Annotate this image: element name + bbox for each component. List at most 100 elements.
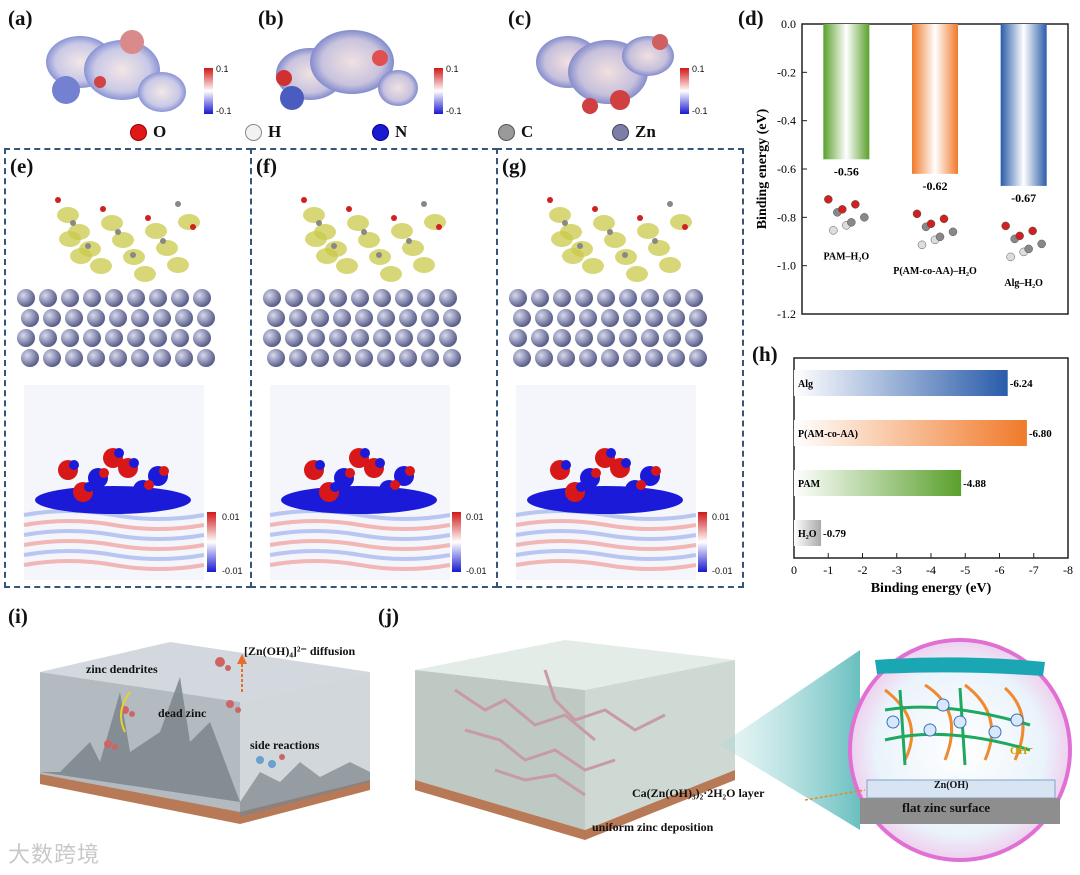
j-gel-side <box>585 660 735 830</box>
chart-h-xlabel: Binding energy (eV) <box>871 581 992 596</box>
watermark: 大数跨境 <box>8 843 101 868</box>
j-water-molecules <box>886 698 1024 739</box>
j-gel-front <box>415 670 585 830</box>
legend-carbon-label: C <box>521 122 534 141</box>
i-zinc-base <box>40 774 370 824</box>
chart-d-bar-1 <box>912 24 958 174</box>
i-dendrites <box>40 677 240 802</box>
legend-hydrogen: H <box>245 122 281 142</box>
i-label-diffusion: [Zn(OH)₄]²⁻ diffusion <box>244 644 355 659</box>
esp-colorbar-a-min: -0.1 <box>216 106 232 116</box>
esp-molecule-b <box>270 18 420 113</box>
chart-d-molecule-icon-0 <box>824 195 869 235</box>
chart-h-value-label-1: -6.80 <box>1029 428 1052 440</box>
cdd-colorbar-e-min: -0.01 <box>222 566 243 576</box>
chart-d-bar-0 <box>823 24 870 160</box>
chart-h-bar-1 <box>794 420 1027 446</box>
zn-slab-layer <box>17 197 707 580</box>
esp-colorbar-a <box>204 68 213 114</box>
i-label-dendrites: zinc dendrites <box>86 662 158 676</box>
j-label-uniform: uniform zinc deposition <box>592 820 714 834</box>
esp-molecule-c <box>530 20 680 115</box>
panel-label-j: (j) <box>378 604 399 628</box>
i-arrow-head-icon <box>237 654 247 664</box>
zn-slab-f <box>263 289 461 367</box>
hydrogen-dot-icon <box>245 123 262 141</box>
j-label-oh: OH⁻ <box>1010 745 1033 757</box>
panel-label-h: (h) <box>752 342 778 366</box>
legend-oxygen-label: O <box>153 122 167 141</box>
i-label-side-reactions: side reactions <box>250 738 320 752</box>
chart-h-bar-2 <box>794 470 962 496</box>
esp-colorbar-b <box>434 68 443 114</box>
charge-density-map-g <box>515 385 697 580</box>
legend-oxygen: O <box>130 122 166 142</box>
charge-density-map-f <box>269 385 451 580</box>
oxygen-dot-icon <box>130 123 147 141</box>
chart-d-value-label-0: -0.56 <box>834 164 859 178</box>
chart-h-xtick-label: -7 <box>1029 563 1039 577</box>
chart-d-ytick-label: -0.8 <box>777 210 796 224</box>
chart-h: 0 -1 -2 -3 -4 -5 -6 -7 -8 Binding energy (eV) Alg -… <box>791 357 1073 596</box>
chart-h-xtick-label: -3 <box>892 563 902 577</box>
i-box-top <box>40 642 370 702</box>
chart-d-ytick-label: -1.0 <box>777 259 796 273</box>
cdd-colorbar-e <box>207 512 216 572</box>
nitrogen-dot-icon <box>372 123 389 141</box>
j-beam <box>720 650 860 830</box>
panel-label-c: (c) <box>508 6 532 30</box>
cdd-colorbar-f <box>452 512 461 572</box>
zn-slab-g <box>509 289 707 367</box>
chart-h-xtick-label: 0 <box>791 563 797 577</box>
chart-h-value-label-3: -0.79 <box>823 528 846 540</box>
chart-d-ytick-label: -1.2 <box>777 307 796 321</box>
esp-colorbar-b-min: -0.1 <box>446 106 462 116</box>
i-rough-surface <box>240 762 370 817</box>
esp-colorbar-c-max: 0.1 <box>692 64 705 74</box>
adsorbed-molecule-e <box>55 197 200 282</box>
legend-hydrogen-label: H <box>268 122 282 141</box>
zn-slab-e <box>17 289 215 367</box>
chart-d-bar-2 <box>1000 24 1047 186</box>
chart-d-ytick-label: -0.4 <box>777 114 796 128</box>
i-particles <box>104 657 285 768</box>
chart-h-value-label-2: -4.88 <box>963 478 986 490</box>
chart-d: 0.0 -0.2 -0.4 -0.6 -0.8 -1.0 -1.2 Binding energ… <box>755 17 1069 321</box>
panel-i-schematic <box>40 642 370 824</box>
zinc-dot-icon <box>612 123 629 141</box>
chart-h-xtick-label: -8 <box>1063 563 1073 577</box>
panel-label-b: (b) <box>258 6 284 30</box>
i-curve-arrow <box>120 691 131 733</box>
chart-h-category-label-0: Alg <box>798 379 813 390</box>
chart-d-ytick-label: -0.2 <box>777 65 796 79</box>
chart-h-xtick-label: -1 <box>823 563 833 577</box>
chart-d-ylabel: Binding energy (eV) <box>755 108 770 229</box>
j-dashed-pointer <box>804 789 866 801</box>
chart-d-ytick-label: 0.0 <box>781 17 796 31</box>
j-polymer-chains <box>454 669 666 797</box>
legend-nitrogen: N <box>372 122 407 142</box>
chart-h-xtick-label: -6 <box>995 563 1005 577</box>
chart-d-molecule-icon-1 <box>912 209 958 250</box>
chart-d-value-label-2: -0.67 <box>1011 191 1036 205</box>
j-gel-top <box>415 640 735 690</box>
chart-h-category-label-2: PAM <box>798 479 821 490</box>
j-label-flat: flat zinc surface <box>902 800 991 815</box>
j-top-plate <box>875 657 1045 676</box>
j-label-znoh: Zn(OH) <box>934 780 969 791</box>
cdd-colorbar-e-max: 0.01 <box>222 512 240 522</box>
panel-label-g: (g) <box>502 154 527 178</box>
chart-h-xtick-label: -2 <box>858 563 868 577</box>
esp-colorbar-c <box>680 68 689 114</box>
legend-zinc: Zn <box>612 122 656 142</box>
panel-label-a: (a) <box>8 6 33 30</box>
chart-h-category-label-3: H₂O <box>798 529 817 540</box>
legend-carbon: C <box>498 122 533 142</box>
chart-d-molecule-icon-2 <box>1001 221 1046 262</box>
chart-h-xtick-label: -5 <box>960 563 970 577</box>
chart-h-xtick-label: -4 <box>926 563 936 577</box>
chart-h-bar-3 <box>794 520 822 546</box>
charge-density-map-e <box>23 385 205 580</box>
i-label-diffusion-word: diffusion <box>309 644 356 658</box>
i-label-diffusion-ion: [Zn(OH)₄]²⁻ <box>244 644 307 658</box>
